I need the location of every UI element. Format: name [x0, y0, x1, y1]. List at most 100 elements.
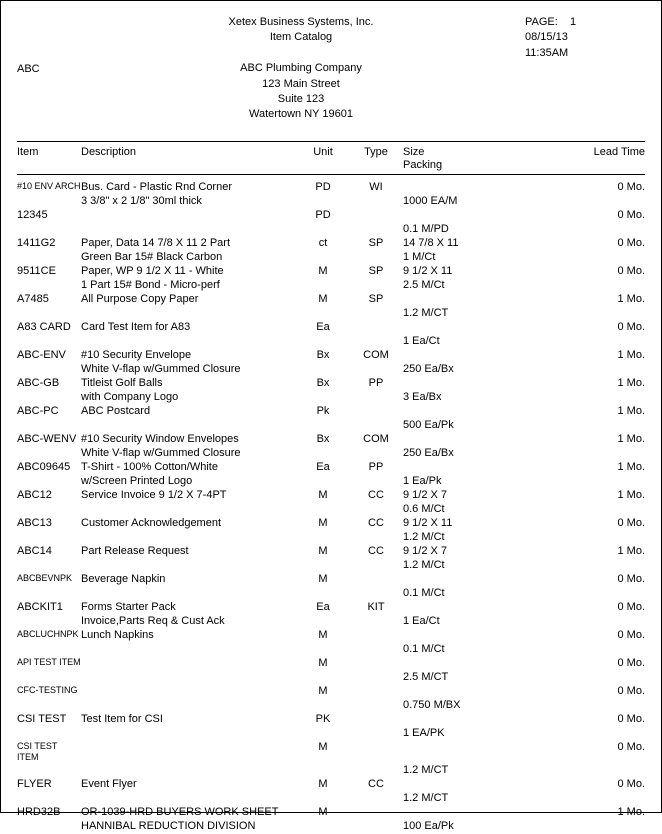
cell-packing: 0.1 M/Ct [403, 643, 573, 657]
cell-description: Titleist Golf Balls [81, 377, 297, 391]
cell-size: 9 1/2 X 11 [403, 517, 573, 531]
cell-unit: M [297, 657, 349, 671]
cell-description: ABC Postcard [81, 405, 297, 419]
table-row-sub: 3 3/8" x 2 1/8" 30ml thick1000 EA/M [17, 195, 645, 209]
table-row-sub: Green Bar 15# Black Carbon1 M/Ct [17, 251, 645, 265]
cell-description2: Invoice,Parts Req & Cust Ack [81, 615, 297, 629]
table-row-sub: 1 EA/PK [17, 727, 645, 741]
table-row: 12345PD0 Mo. [17, 209, 645, 223]
cell-unit: M [297, 265, 349, 279]
col-unit: Unit [297, 146, 349, 172]
cell-type [349, 321, 403, 335]
page-label: PAGE: [525, 16, 558, 28]
cell-description2 [81, 503, 297, 517]
cell-unit: PD [297, 209, 349, 223]
cell-description2 [81, 307, 297, 321]
cell-size [403, 377, 573, 391]
cell-unit: M [297, 545, 349, 559]
cell-lead: 0 Mo. [573, 741, 645, 764]
table-row-sub: 1.2 M/Ct [17, 559, 645, 573]
report-time: 11:35AM [525, 46, 645, 61]
cell-description2 [81, 587, 297, 601]
cell-description2: with Company Logo [81, 391, 297, 405]
cell-size [403, 573, 573, 587]
cell-description2 [81, 559, 297, 573]
cell-type: COM [349, 349, 403, 363]
cell-unit: PK [297, 713, 349, 727]
cell-lead: 0 Mo. [573, 181, 645, 195]
table-row-sub: HANNIBAL REDUCTION DIVISION100 Ea/Pk [17, 820, 645, 834]
address-line2: Suite 123 [77, 92, 525, 107]
table-row: CSI TEST ITEMM0 Mo. [17, 741, 645, 764]
cell-lead: 1 Mo. [573, 349, 645, 363]
table-row: FLYEREvent FlyerMCC0 Mo. [17, 778, 645, 792]
cell-lead: 0 Mo. [573, 237, 645, 251]
cell-size: 9 1/2 X 7 [403, 489, 573, 503]
table-row-sub: 1.2 M/CT [17, 764, 645, 778]
cell-item: CFC-TESTING [17, 685, 81, 699]
table-row-sub: White V-flap w/Gummed Closure250 Ea/Bx [17, 447, 645, 461]
cell-item: ABCKIT1 [17, 601, 81, 615]
cell-description: Card Test Item for A83 [81, 321, 297, 335]
company-name: Xetex Business Systems, Inc. [77, 15, 525, 30]
table-row-sub: 2.5 M/CT [17, 671, 645, 685]
cell-size [403, 181, 573, 195]
cell-description2 [81, 699, 297, 713]
table-row-sub: 0.1 M/Ct [17, 587, 645, 601]
col-description: Description [81, 146, 297, 172]
table-row-sub: 1 Part 15# Bond - Micro-perf2.5 M/Ct [17, 279, 645, 293]
cell-item: #10 ENV ARCH [17, 181, 81, 195]
cell-packing: 2.5 M/CT [403, 671, 573, 685]
table-row-sub: w/Screen Printed Logo1 Ea/Pk [17, 475, 645, 489]
cell-item: ABCLUCHNPK [17, 629, 81, 643]
cell-item: FLYER [17, 778, 81, 792]
cell-item: CSI TEST ITEM [17, 741, 81, 764]
cell-unit: M [297, 489, 349, 503]
cell-description2 [81, 727, 297, 741]
cell-unit: M [297, 573, 349, 587]
col-lead: Lead Time [573, 146, 645, 172]
cell-type: KIT [349, 601, 403, 615]
cell-lead: 0 Mo. [573, 265, 645, 279]
cell-size [403, 405, 573, 419]
cell-item: ABC-ENV [17, 349, 81, 363]
cell-size [403, 461, 573, 475]
cell-type: SP [349, 237, 403, 251]
cell-type: CC [349, 545, 403, 559]
table-row-sub: 1.2 M/Ct [17, 531, 645, 545]
table-row: A83 CARDCard Test Item for A83Ea0 Mo. [17, 321, 645, 335]
cell-packing: 2.5 M/Ct [403, 279, 573, 293]
cell-packing: 1.2 M/CT [403, 792, 573, 806]
cell-description [81, 657, 297, 671]
cell-size [403, 321, 573, 335]
cell-type [349, 629, 403, 643]
cell-unit: M [297, 778, 349, 792]
cell-description2 [81, 223, 297, 237]
table-row: API TEST ITEMM0 Mo. [17, 657, 645, 671]
table-row: ABC12Service Invoice 9 1/2 X 7-4PTMCC9 1… [17, 489, 645, 503]
cell-description: Event Flyer [81, 778, 297, 792]
cell-packing: 500 Ea/Pk [403, 419, 573, 433]
cell-lead: 0 Mo. [573, 657, 645, 671]
cell-unit: Ea [297, 321, 349, 335]
table-row-sub: 1.2 M/CT [17, 792, 645, 806]
cell-lead: 1 Mo. [573, 293, 645, 307]
cell-item: ABC09645 [17, 461, 81, 475]
cell-lead: 0 Mo. [573, 713, 645, 727]
cell-lead: 0 Mo. [573, 685, 645, 699]
cell-lead: 1 Mo. [573, 545, 645, 559]
table-row-sub: 0.750 M/BX [17, 699, 645, 713]
cell-unit: M [297, 517, 349, 531]
cell-packing: 0.1 M/Ct [403, 587, 573, 601]
cell-item: A7485 [17, 293, 81, 307]
cell-description [81, 685, 297, 699]
cell-lead: 0 Mo. [573, 209, 645, 223]
cell-packing: 1 EA/PK [403, 727, 573, 741]
cell-type [349, 741, 403, 764]
cell-size [403, 601, 573, 615]
table-row: ABC09645T-Shirt - 100% Cotton/WhiteEaPP1… [17, 461, 645, 475]
cell-lead: 0 Mo. [573, 573, 645, 587]
cell-unit: PD [297, 181, 349, 195]
table-row-sub: 500 Ea/Pk [17, 419, 645, 433]
column-header: Item Description Unit Type Size Packing … [17, 142, 645, 174]
